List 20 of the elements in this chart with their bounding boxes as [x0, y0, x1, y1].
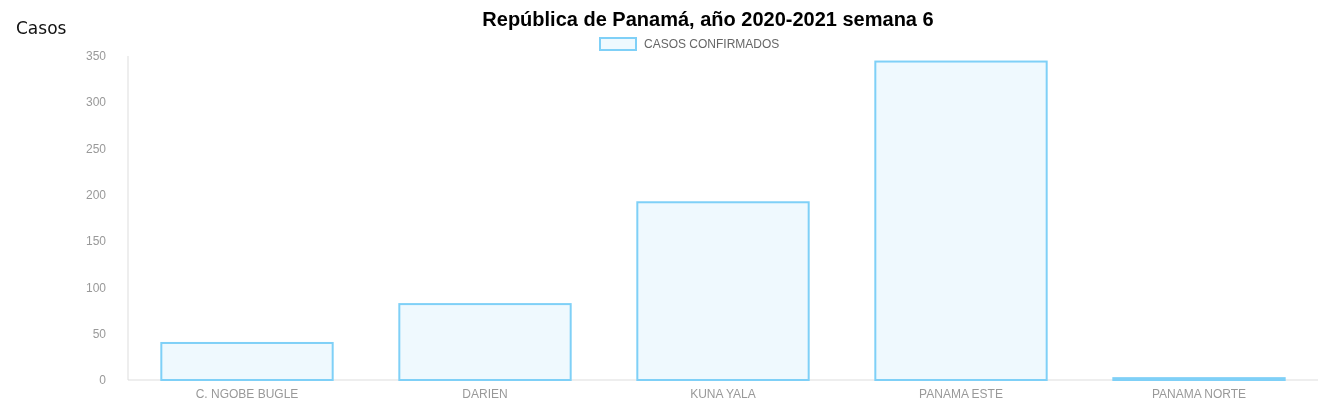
bar — [398, 303, 572, 381]
y-tick-label: 50 — [92, 326, 107, 341]
y-tick-label: 0 — [99, 373, 107, 388]
x-tick-label: DARIEN — [462, 387, 508, 401]
y-axis-title: Casos — [16, 18, 67, 38]
y-tick-label: 200 — [85, 188, 107, 203]
x-tick-label: C. NGOBE BUGLE — [195, 387, 299, 401]
bar — [636, 201, 810, 381]
y-tick-label: 350 — [85, 49, 107, 64]
y-tick-label: 300 — [85, 95, 107, 110]
legend-label: CASOS CONFIRMADOS — [644, 37, 780, 51]
y-tick-label: 100 — [85, 280, 107, 295]
x-tick-label: PANAMA NORTE — [1151, 387, 1247, 401]
y-tick-label: 150 — [85, 234, 107, 249]
x-tick-label: PANAMA ESTE — [919, 387, 1003, 401]
bar — [874, 60, 1048, 381]
x-tick-label: KUNA YALA — [690, 387, 756, 401]
chart-title: República de Panamá, año 2020-2021 semana 6 — [482, 8, 934, 30]
y-tick-label: 250 — [85, 141, 107, 156]
bar — [160, 341, 334, 381]
